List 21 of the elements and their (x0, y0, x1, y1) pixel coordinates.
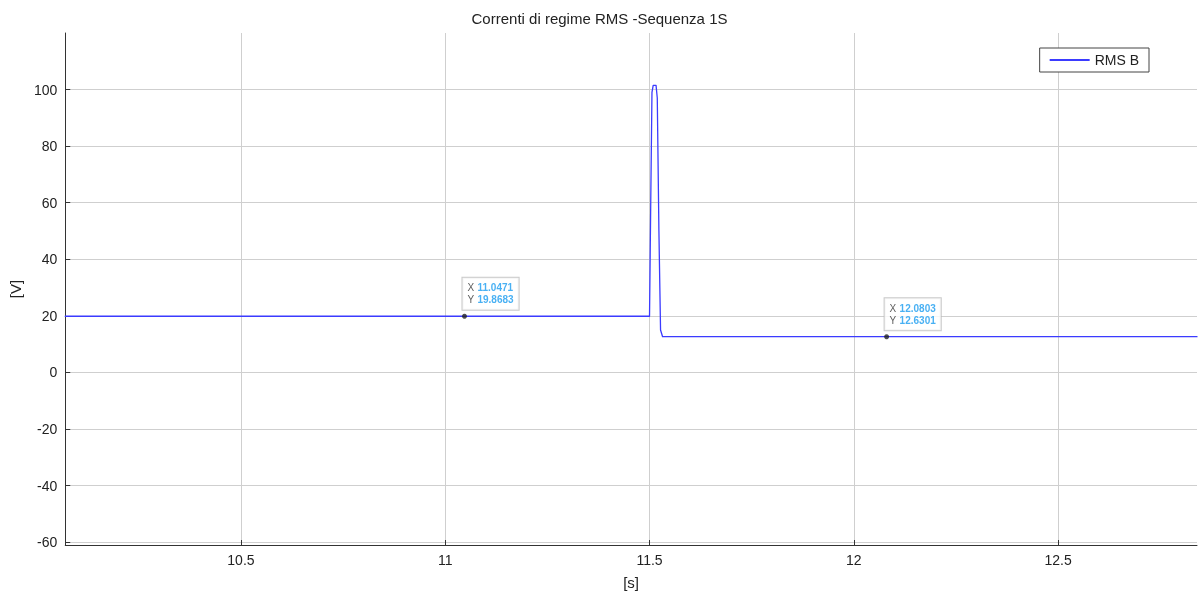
legend-label: RMS B (1094, 52, 1140, 68)
annotation: X 12.0803 Y 12.6301 (889, 302, 937, 326)
x-tick-label: 12.5 (1044, 552, 1072, 568)
x-tick-label: 11.5 (636, 552, 663, 568)
annotation: X 11.0471 Y 19.8683 (467, 282, 515, 306)
x-tick-label: 12 (846, 552, 862, 568)
x-axis-title: [s] (623, 574, 640, 591)
x-tick-label: 10.5 (227, 552, 255, 568)
line-series (64, 84, 1198, 338)
y-tick-label: 40 (41, 251, 58, 268)
y-tick-label: 0 (49, 364, 58, 381)
y-tick-label: -60 (37, 534, 58, 551)
y-tick-label: 60 (41, 194, 58, 211)
x-tick-label: 11 (437, 552, 453, 568)
y-tick-label: 20 (41, 307, 58, 324)
y-tick-label: 100 (33, 81, 58, 98)
chart-title: Correnti di regime RMS -Sequenza 1S (471, 10, 728, 27)
y-axis-title: [V] (7, 279, 24, 299)
y-tick-label: 80 (41, 138, 58, 155)
y-tick-label: -20 (37, 421, 58, 438)
y-tick-label: -40 (37, 477, 58, 494)
